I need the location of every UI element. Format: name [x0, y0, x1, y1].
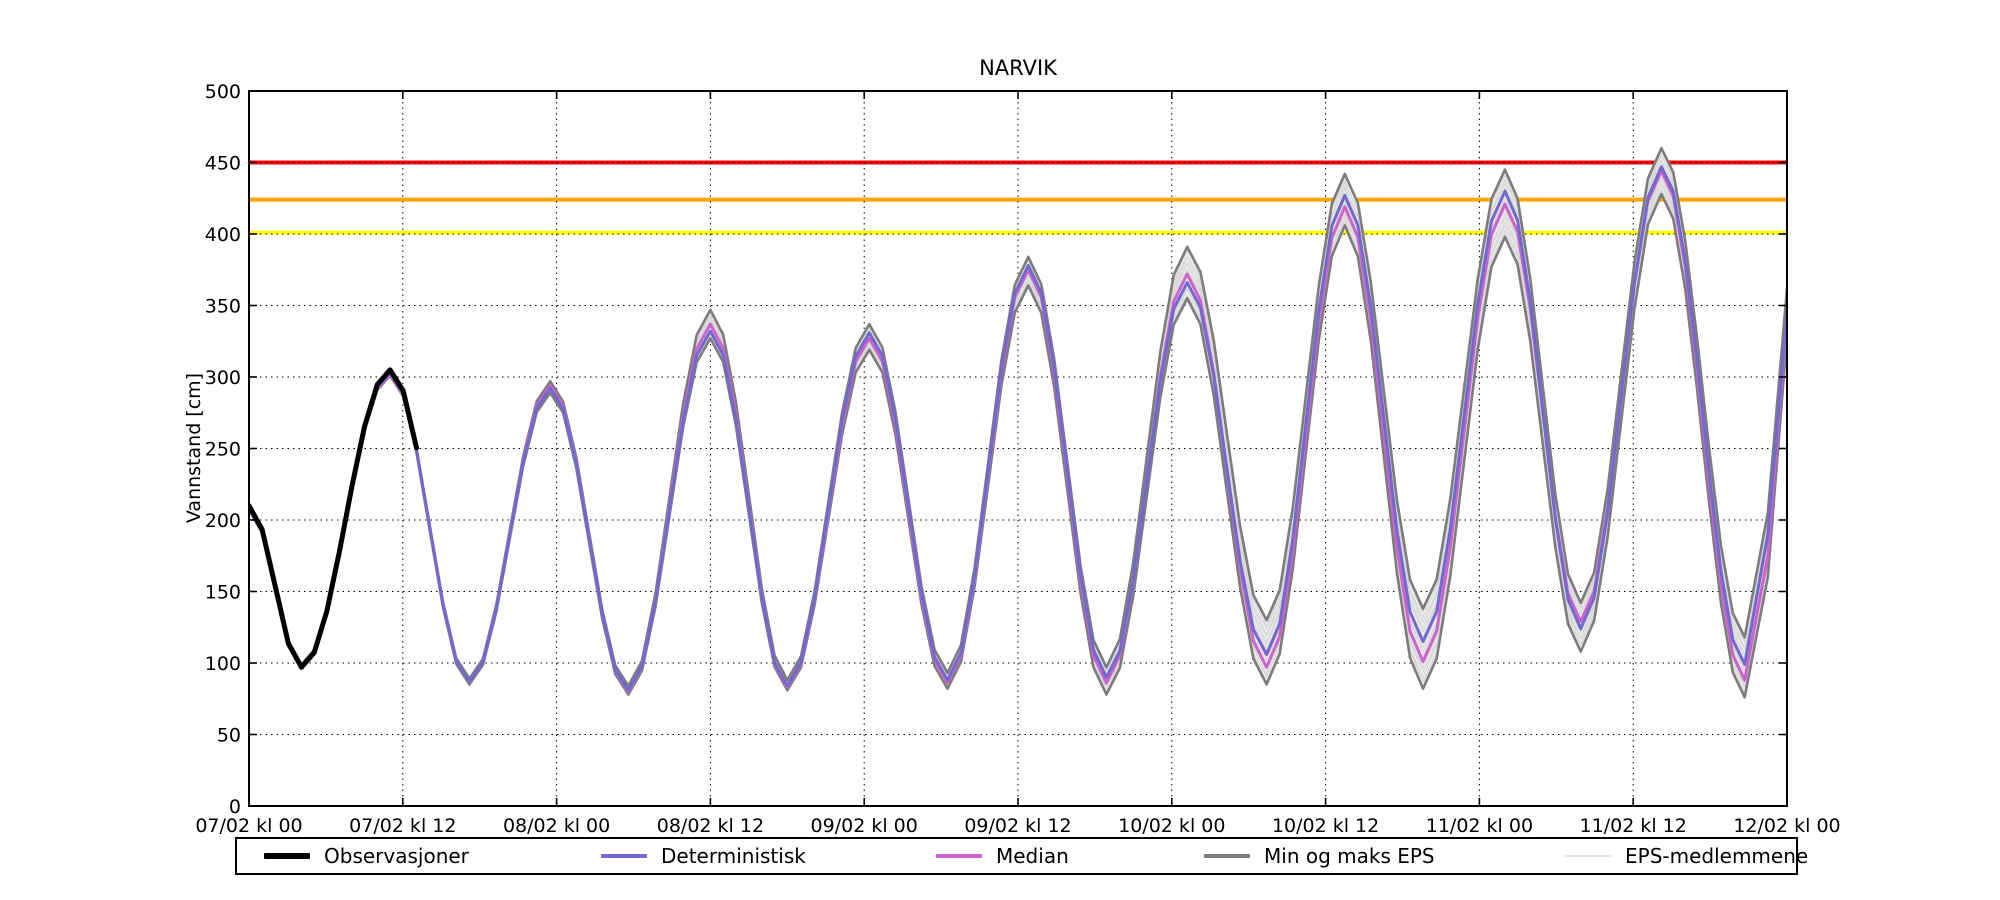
y-axis-label: Vannstand [cm] — [183, 373, 205, 523]
eps-member-line — [249, 176, 1787, 695]
x-tick-label: 12/02 kl 00 — [1733, 815, 1840, 837]
x-tick-label: 08/02 kl 00 — [503, 815, 610, 837]
curves-layer — [249, 146, 1787, 699]
x-tick-label: 09/02 kl 12 — [964, 815, 1071, 837]
eps-member-line — [249, 159, 1787, 688]
legend-swatch — [601, 854, 647, 858]
y-tick-label: 50 — [217, 725, 241, 747]
x-tick-label: 08/02 kl 12 — [657, 815, 764, 837]
axis-tick-labels-layer: 07/02 kl 00 07/02 kl 12 08/02 kl 00 08/02 k… — [195, 81, 1840, 837]
y-tick-label: 300 — [205, 367, 241, 389]
gridlines-layer — [249, 91, 1787, 806]
legend-label: EPS-medlemmene — [1625, 844, 1809, 868]
legend-item-min-og-maks-eps: Min og maks EPS — [1204, 839, 1435, 873]
legend-swatch — [264, 853, 310, 859]
legend-label: Median — [996, 844, 1069, 868]
series-line-min-eps — [249, 192, 1787, 699]
legend-swatch — [1565, 855, 1611, 857]
legend-label: Observasjoner — [324, 844, 469, 868]
y-tick-label: 150 — [205, 582, 241, 604]
legend-swatch — [936, 854, 982, 858]
y-tick-label: 400 — [205, 224, 241, 246]
legend-label: Min og maks EPS — [1264, 844, 1435, 868]
eps-member-line — [249, 171, 1787, 692]
chart-legend: Observasjoner Deterministisk Median Min og … — [235, 837, 1808, 875]
legend-item-eps-medlemmene: EPS-medlemmene — [1565, 839, 1808, 873]
y-tick-label: 200 — [205, 510, 241, 532]
x-tick-label: 10/02 kl 12 — [1272, 815, 1379, 837]
y-tick-label: 500 — [205, 81, 241, 103]
eps-member-line — [249, 188, 1787, 695]
chart-title: NARVIK — [979, 56, 1058, 80]
legend-item-median: Median — [936, 839, 1069, 873]
y-tick-label: 350 — [205, 296, 241, 318]
x-tick-label: 10/02 kl 00 — [1118, 815, 1225, 837]
series-line-deterministisk — [249, 165, 1787, 692]
x-tick-label: 09/02 kl 00 — [811, 815, 918, 837]
eps-member-line — [249, 148, 1787, 688]
threshold-lines-layer — [249, 160, 1787, 235]
eps-member-line — [249, 170, 1787, 690]
y-tick-label: 0 — [229, 796, 241, 818]
legend-swatch — [1204, 854, 1250, 858]
legend-item-deterministisk: Deterministisk — [601, 839, 806, 873]
legend-item-observasjoner: Observasjoner — [264, 839, 469, 873]
x-tick-label: 11/02 kl 00 — [1426, 815, 1533, 837]
legend-label: Deterministisk — [661, 844, 806, 868]
y-tick-label: 250 — [205, 439, 241, 461]
x-tick-label: 11/02 kl 12 — [1580, 815, 1687, 837]
eps-member-line — [249, 164, 1787, 692]
series-line-observasjoner — [249, 367, 419, 670]
eps-member-line — [249, 176, 1787, 691]
plot-frame — [248, 90, 1788, 807]
x-tick-label: 07/02 kl 00 — [195, 815, 302, 837]
y-tick-label: 100 — [205, 653, 241, 675]
x-tick-label: 07/02 kl 12 — [349, 815, 456, 837]
eps-member-line — [249, 187, 1787, 694]
y-tick-label: 450 — [205, 153, 241, 175]
